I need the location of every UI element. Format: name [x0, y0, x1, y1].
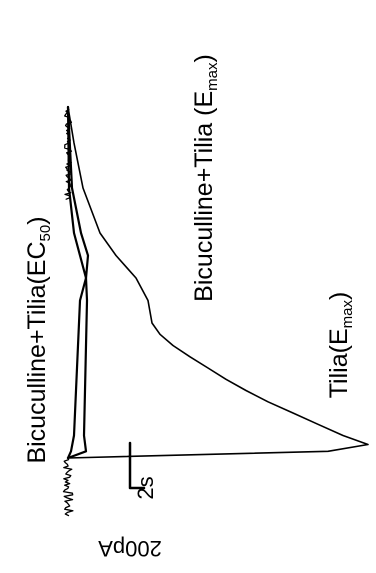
label-bt-emax-base: Bicuculline+Tilia (E [190, 91, 218, 302]
trace-group [66, 105, 369, 460]
label-bicuculline-tilia-emax: Bicuculline+Tilia (Emax) [190, 54, 221, 302]
current-scale-label: 200pA [98, 536, 162, 561]
trace-3 [66, 105, 90, 460]
noise-segment [64, 107, 73, 200]
label-bt-emax-sub: max [204, 62, 221, 91]
trace-1 [67, 106, 369, 459]
trace-2 [66, 105, 89, 460]
label-ec50-base: Bicuculline+Tilia(EC [23, 241, 51, 463]
time-scale-label: 2s [133, 476, 158, 499]
label-tilia-emax: Tilia(Emax) [325, 292, 356, 399]
label-ec50-close: ) [23, 216, 51, 224]
time-scale-bar [128, 441, 146, 490]
baseline-noise [62, 107, 74, 517]
label-bt-emax-close: ) [190, 54, 218, 62]
label-tilia-sub: max [339, 300, 356, 329]
label-tilia-base: Tilia(E [325, 328, 353, 398]
label-ec50-sub: 50 [37, 225, 54, 242]
label-tilia-close: ) [325, 292, 353, 300]
noise-segment [62, 457, 74, 517]
label-bicuculline-tilia-ec50: Bicuculline+Tilia(EC50) [23, 216, 54, 463]
